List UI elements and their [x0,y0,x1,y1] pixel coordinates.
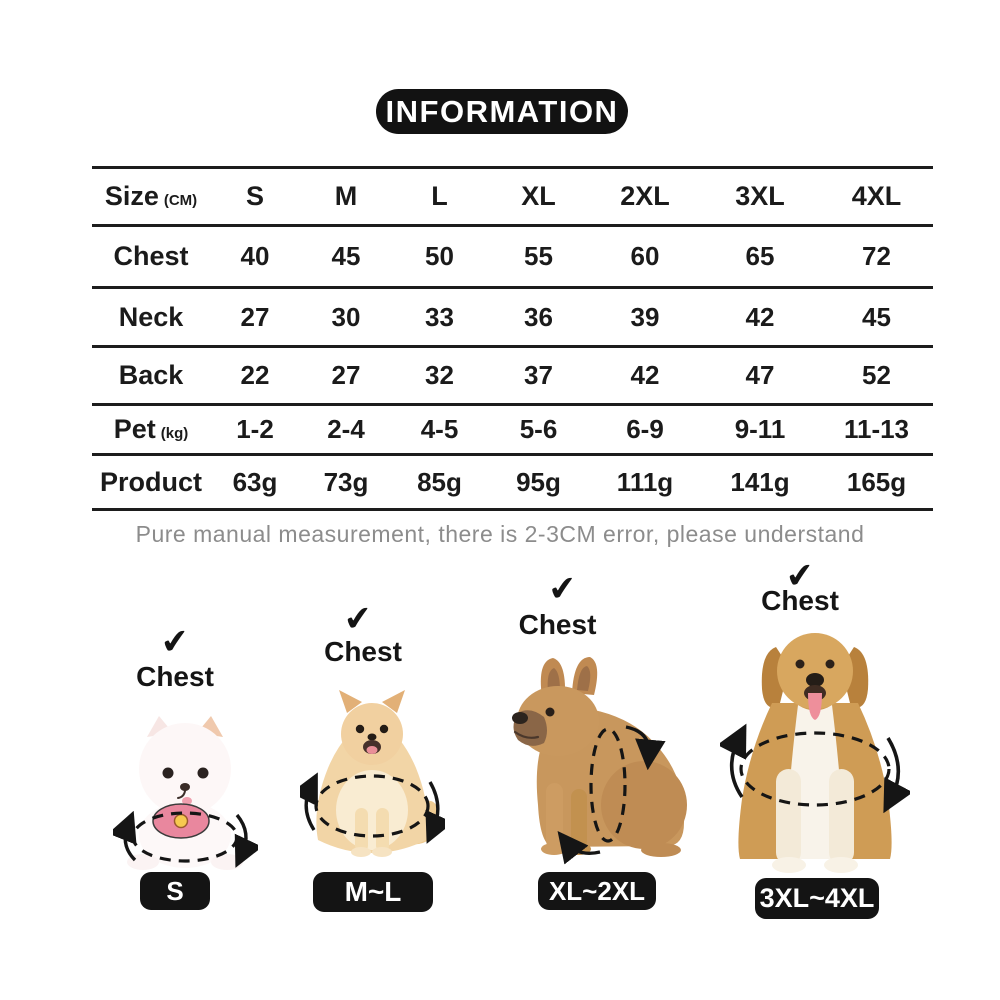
size-badge-label: S [166,875,184,906]
chest-label: Chest [518,609,597,640]
row-label: Back [118,360,184,390]
size-badge-s: S [140,872,210,910]
table-cell: 50 [392,225,487,289]
table-row-neck: Neck 27 30 33 36 39 42 45 [92,287,933,348]
column-header-3xl: 3XL [700,167,820,227]
row-label-cell: Neck [92,287,210,348]
size-header-label: Size [104,181,159,211]
size-badge-m-l: M~L [313,872,433,912]
row-label-cell: Back [92,346,210,406]
table-cell: 4-5 [392,404,487,456]
table-cell: 63g [210,454,300,511]
table-cell: 36 [487,287,590,348]
column-header-s: S [210,167,300,227]
size-badge-xl-2xl: XL~2XL [538,872,656,910]
table-cell: 141g [700,454,820,511]
guide-column-m-l: ✔ Chest M~L [288,590,458,920]
guide-column-s: ✔ Chest S [90,615,260,925]
table-cell: 47 [700,346,820,406]
column-header-xl: XL [487,167,590,227]
page-title: INFORMATION [385,93,619,129]
table-header-row: Size (CM) S M L XL 2XL 3XL 4XL [92,167,933,227]
row-label: Pet [113,414,156,444]
table-cell: 1-2 [210,404,300,456]
guide-column-3xl-4xl: ✔ Chest 3XL~4XL [710,543,920,928]
dog-illustration-white-pomeranian-puppy [113,716,258,870]
table-row-product-weight: Product 63g 73g 85g 95g 111g 141g 165g [92,454,933,511]
table-cell: 5-6 [487,404,590,456]
table-cell: 11-13 [820,404,933,456]
row-label: Neck [118,301,184,332]
table-cell: 6-9 [590,404,700,456]
row-unit: (kg) [160,425,189,442]
table-cell: 27 [300,346,392,406]
table-cell: 111g [590,454,700,511]
table-cell: 9-11 [700,404,820,456]
column-header-l: L [392,167,487,227]
dog-illustration-cream-pomeranian [300,690,445,857]
table-cell: 37 [487,346,590,406]
chest-label: Chest [324,636,402,667]
row-label-cell: Chest [92,225,210,289]
table-cell: 42 [590,346,700,406]
row-label-cell: Pet (kg) [92,404,210,456]
table-cell: 22 [210,346,300,406]
row-label: Product [99,466,202,497]
column-header-2xl: 2XL [590,167,700,227]
size-badge-3xl-4xl: 3XL~4XL [755,878,879,919]
check-icon: ✔ [159,620,191,664]
column-header-4xl: 4XL [820,167,933,227]
row-label-cell: Product [92,454,210,511]
dog-illustration-french-bulldog [512,657,687,865]
column-header-m: M [300,167,392,227]
measurement-note: Pure manual measurement, there is 2-3CM … [135,521,865,547]
table-cell: 27 [210,287,300,348]
table-cell: 165g [820,454,933,511]
table-cell: 30 [300,287,392,348]
chest-label: Chest [136,661,214,692]
table-row-pet-weight: Pet (kg) 1-2 2-4 4-5 5-6 6-9 9-11 11-13 [92,404,933,456]
table-row-back: Back 22 27 32 37 42 47 52 [92,346,933,406]
size-table: Size (CM) S M L XL 2XL 3XL 4XL Chest 40 4… [92,166,933,511]
table-cell: 85g [392,454,487,511]
table-cell: 72 [820,225,933,289]
table-cell: 45 [300,225,392,289]
size-badge-label: M~L [344,876,402,907]
check-icon: ✔ [546,567,579,611]
dog-illustration-golden-retriever [720,633,910,873]
size-header-cell: Size (CM) [92,167,210,227]
size-header-unit: (CM) [163,192,198,209]
table-cell: 33 [392,287,487,348]
chest-label: Chest [761,585,839,616]
information-badge: INFORMATION [376,89,628,134]
table-cell: 73g [300,454,392,511]
table-cell: 32 [392,346,487,406]
row-label: Chest [113,241,189,271]
table-cell: 60 [590,225,700,289]
table-cell: 39 [590,287,700,348]
table-cell: 45 [820,287,933,348]
size-badge-label: 3XL~4XL [759,883,875,913]
size-badge-label: XL~2XL [548,875,646,906]
table-row-chest: Chest 40 45 50 55 60 65 72 [92,225,933,289]
table-cell: 65 [700,225,820,289]
table-cell: 55 [487,225,590,289]
table-cell: 2-4 [300,404,392,456]
table-cell: 42 [700,287,820,348]
table-cell: 52 [820,346,933,406]
table-cell: 95g [487,454,590,511]
guide-column-xl-2xl: ✔ Chest XL~2XL [470,558,710,918]
table-cell: 40 [210,225,300,289]
